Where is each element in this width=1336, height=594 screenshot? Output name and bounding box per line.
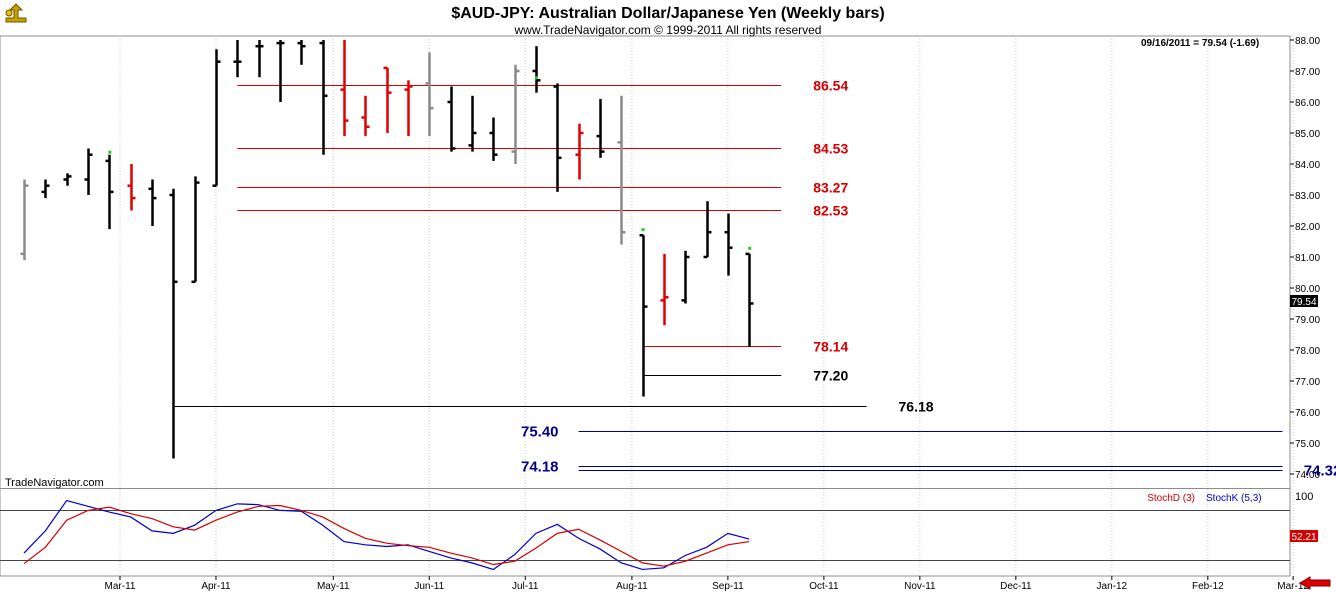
ohlc-bar [724, 213, 733, 276]
y-tick-label: 75.00 [1295, 439, 1320, 450]
ohlc-bar [127, 164, 136, 211]
x-tick-label: Nov-11 [904, 581, 936, 592]
ohlc-bar [383, 66, 392, 133]
signal-mark [534, 76, 538, 80]
ohlc-bar [404, 80, 413, 137]
legend-stoch-k: StochK (5,3) [1206, 493, 1262, 504]
ohlc-bar [703, 201, 712, 259]
ohlc-bar [489, 117, 498, 161]
level-label: 82.53 [813, 203, 848, 219]
indicator-tag-label: 52.21 [1291, 532, 1316, 543]
ohlc-bar [105, 154, 114, 230]
ohlc-bar [596, 98, 605, 158]
ohlc-bar [255, 40, 264, 78]
y-tick-label: 81.00 [1295, 253, 1320, 264]
last-price-tag [1290, 295, 1318, 307]
x-tick-label: Mar-11 [105, 581, 136, 592]
ohlc-bar [276, 40, 285, 102]
ohlc-bar [447, 86, 456, 152]
ohlc-bar [553, 83, 562, 192]
ohlc-bar [745, 252, 754, 347]
y-tick-label: 77.00 [1295, 377, 1320, 388]
ohlc-bar [532, 46, 541, 93]
x-tick-label: Feb-12 [1192, 581, 1224, 592]
y-tick-label: 79.00 [1295, 315, 1320, 326]
y-tick-label: 76.00 [1295, 408, 1320, 419]
level-label: 76.18 [899, 399, 934, 415]
ohlc-bar [84, 148, 93, 195]
ohlc-bar [511, 64, 520, 164]
legend-stoch-d: StochD (3) [1147, 493, 1195, 504]
x-tick-label: Mar-12 [1277, 581, 1309, 592]
ohlc-bar [148, 179, 157, 226]
ohlc-bar [169, 188, 178, 459]
ohlc-bars [20, 40, 754, 459]
ohlc-bar [660, 253, 669, 326]
y-tick-label: 82.00 [1295, 222, 1320, 233]
x-tick-label: Dec-11 [1000, 581, 1032, 592]
indicator-tag [1290, 530, 1318, 542]
trade-navigator-logo-icon [4, 3, 28, 26]
x-tick-label: May-11 [317, 581, 350, 592]
level-label: 86.54 [813, 78, 848, 94]
y-tick-label: 74.00 [1295, 470, 1320, 481]
signal-mark [108, 150, 112, 154]
stochastic-pane [0, 499, 1290, 571]
level-label: 77.20 [813, 368, 848, 384]
level-label: 74.18 [521, 459, 559, 476]
ohlc-bar [63, 173, 72, 186]
level-label: 75.40 [521, 424, 559, 441]
ohlc-bar [20, 179, 29, 261]
ohlc-bar [212, 49, 221, 187]
ohlc-bar [41, 179, 50, 199]
ohlc-bar [639, 234, 648, 397]
ohlc-bar [297, 40, 306, 65]
x-tick-label: Sep-11 [712, 581, 744, 592]
y-tick-label: 83.00 [1295, 191, 1320, 202]
last-quote: 09/16/2011 = 79.54 (-1.69) [1141, 38, 1259, 49]
x-axis: Mar-11 Apr-11 May-11 Jun-11 Jul-11 Aug-11 Sep-… [105, 576, 1309, 592]
ohlc-bar [617, 95, 626, 245]
x-tick-label: Jun-11 [414, 581, 444, 592]
y-tick-label: 85.00 [1295, 129, 1320, 140]
x-tick-label: Aug-11 [616, 581, 648, 592]
x-tick-label: Apr-11 [201, 581, 231, 592]
y-axis: 88.00 87.00 86.00 85.00 84.00 83.00 82.00 81.00… [1290, 36, 1320, 481]
level-label: 83.27 [813, 180, 848, 196]
y-tick-label: 86.00 [1295, 98, 1320, 109]
copyright-text: www.TradeNavigator.com © 1999-2011 All r… [514, 23, 822, 37]
ohlc-bar [468, 95, 477, 152]
ohlc-bar [575, 123, 584, 180]
x-tick-label: Jan-12 [1097, 581, 1128, 592]
ohlc-bar [361, 95, 370, 137]
x-tick-label: Oct-11 [809, 581, 839, 592]
ohlc-bar [233, 40, 242, 78]
level-label: 78.14 [813, 339, 848, 355]
ohlc-bar [191, 176, 200, 284]
level-label: 84.53 [813, 141, 848, 157]
level-label: 74.32 [1304, 463, 1336, 480]
stoch-d-line [23, 504, 750, 567]
chart-title: $AUD-JPY: Australian Dollar/Japanese Yen… [451, 5, 884, 22]
left-arrow-icon[interactable] [1299, 576, 1331, 590]
ohlc-bar [319, 40, 328, 155]
watermark: TradeNavigator.com [5, 477, 104, 489]
y-tick-label: 88.00 [1295, 36, 1320, 47]
signal-mark [641, 228, 645, 232]
stoch-k-line [23, 499, 750, 571]
level-lines: 86.54 84.53 83.27 82.53 78.14 77.20 76.18 75.40… [173, 78, 1336, 480]
y-tick-label: 84.00 [1295, 160, 1320, 171]
y-tick-label: 78.00 [1295, 346, 1320, 357]
ohlc-bar [340, 40, 349, 137]
y-tick-label: 80.00 [1295, 284, 1320, 295]
y-tick-label: 87.00 [1295, 67, 1320, 78]
last-price-label: 79.54 [1291, 297, 1316, 308]
stoch-y-tick-100: 100 [1295, 491, 1313, 503]
ohlc-bar [681, 250, 690, 304]
x-tick-label: Jul-11 [512, 581, 539, 592]
signal-mark [748, 246, 752, 250]
ohlc-bar [425, 52, 434, 137]
